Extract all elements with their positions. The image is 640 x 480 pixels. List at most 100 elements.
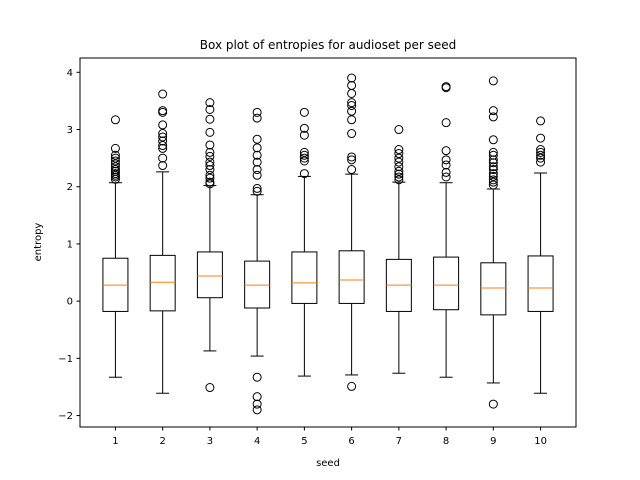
- outlier-point: [158, 129, 168, 139]
- outlier-point: [488, 135, 498, 145]
- outlier-point: [299, 123, 309, 133]
- outlier-point: [441, 82, 451, 92]
- x-tick-label: 10: [534, 436, 547, 447]
- outlier-point: [110, 153, 120, 163]
- outlier-point: [536, 133, 546, 143]
- outlier-point: [158, 106, 168, 116]
- outlier-point: [158, 136, 168, 146]
- outlier-point: [488, 169, 498, 179]
- x-tick-label: 9: [490, 436, 496, 447]
- outlier-point: [536, 116, 546, 126]
- box-seed-9: [480, 76, 507, 409]
- outlier-point: [110, 162, 120, 172]
- outlier-point: [394, 153, 404, 163]
- outlier-point: [347, 129, 357, 139]
- outlier-point: [536, 145, 546, 155]
- outlier-point: [110, 115, 120, 125]
- outlier-point: [205, 170, 215, 180]
- box-seed-7: [385, 125, 412, 374]
- outlier-point: [252, 107, 262, 117]
- y-axis: −2 −1 0 1 2 3 4: [58, 68, 80, 422]
- iqr-box: [433, 256, 460, 311]
- outlier-point: [347, 80, 357, 90]
- y-tick-label: 3: [67, 125, 73, 136]
- outlier-point: [205, 157, 215, 167]
- outlier-point: [110, 150, 120, 160]
- outlier-point: [252, 405, 262, 415]
- outlier-point: [252, 186, 262, 196]
- outlier-point: [205, 177, 215, 187]
- iqr-box: [291, 251, 318, 304]
- x-axis-label: seed: [316, 458, 340, 469]
- outlier-point: [252, 183, 262, 193]
- box-seed-1: [102, 115, 129, 378]
- iqr-box: [244, 260, 271, 309]
- outlier-point: [252, 143, 262, 153]
- box-seed-2: [149, 89, 176, 394]
- outlier-point: [252, 372, 262, 382]
- plot-area: [102, 73, 554, 415]
- y-tick-label: −1: [58, 354, 73, 365]
- outlier-point: [488, 150, 498, 160]
- outlier-point: [347, 155, 357, 165]
- iqr-box: [149, 254, 176, 312]
- outlier-point: [441, 155, 451, 165]
- outlier-point: [488, 165, 498, 175]
- outlier-point: [347, 106, 357, 116]
- outlier-point: [158, 143, 168, 153]
- outlier-point: [347, 100, 357, 110]
- iqr-box: [527, 255, 554, 312]
- outlier-point: [488, 177, 498, 187]
- outlier-point: [394, 157, 404, 167]
- outlier-point: [299, 130, 309, 140]
- outlier-point: [394, 166, 404, 176]
- y-axis-label: entropy: [33, 223, 44, 262]
- outlier-point: [488, 76, 498, 86]
- outlier-point: [441, 146, 451, 156]
- outlier-point: [488, 162, 498, 172]
- outlier-point: [299, 150, 309, 160]
- outlier-point: [110, 165, 120, 175]
- outlier-point: [158, 161, 168, 171]
- x-axis: 1 2 3 4 5 6 7 8 9 10: [112, 427, 547, 447]
- x-tick-label: 5: [301, 436, 307, 447]
- y-tick-label: 4: [67, 68, 73, 79]
- outlier-point: [441, 167, 451, 177]
- outlier-point: [158, 141, 168, 151]
- outlier-point: [394, 169, 404, 179]
- outlier-point: [252, 399, 262, 409]
- outlier-point: [536, 150, 546, 160]
- x-tick-label: 2: [159, 436, 165, 447]
- x-tick-label: 3: [207, 436, 213, 447]
- box-seed-6: [338, 73, 365, 391]
- outlier-point: [158, 89, 168, 99]
- outlier-point: [394, 172, 404, 182]
- y-tick-label: 2: [67, 182, 73, 193]
- outlier-point: [488, 175, 498, 185]
- outlier-point: [252, 170, 262, 180]
- box-seed-8: [433, 82, 460, 378]
- outlier-point: [158, 120, 168, 130]
- outlier-point: [488, 155, 498, 165]
- box-seed-5: [291, 107, 318, 377]
- box-seed-10: [527, 116, 554, 394]
- outlier-point: [347, 98, 357, 108]
- outlier-point: [252, 165, 262, 175]
- outlier-point: [299, 156, 309, 166]
- outlier-point: [110, 159, 120, 169]
- outlier-point: [347, 73, 357, 83]
- outlier-point: [488, 399, 498, 409]
- outlier-point: [299, 147, 309, 157]
- outlier-point: [488, 180, 498, 190]
- iqr-box: [196, 251, 223, 299]
- outlier-point: [347, 165, 357, 175]
- outlier-point: [205, 104, 215, 114]
- outlier-point: [299, 107, 309, 117]
- outlier-point: [205, 165, 215, 175]
- outlier-point: [205, 173, 215, 183]
- outlier-point: [205, 383, 215, 393]
- outlier-point: [158, 132, 168, 142]
- outlier-point: [252, 150, 262, 160]
- outlier-point: [488, 112, 498, 122]
